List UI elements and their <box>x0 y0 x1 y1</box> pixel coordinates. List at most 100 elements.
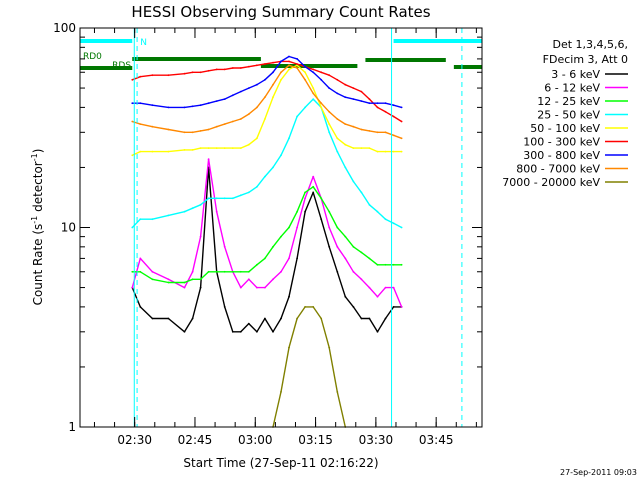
series-point <box>191 270 194 273</box>
series-point <box>400 263 403 266</box>
series-point <box>296 115 298 118</box>
series-point <box>247 191 250 194</box>
series-point <box>288 55 290 58</box>
series-point <box>288 68 290 71</box>
series-point <box>239 67 242 69</box>
legend-entry-label: 50 - 100 keV <box>530 122 600 135</box>
series-point <box>392 115 395 118</box>
series-point <box>239 147 242 150</box>
series-point <box>183 286 186 289</box>
series-point <box>328 123 331 125</box>
legend-header-1: Det 1,3,4,5,6, <box>552 38 628 51</box>
series-point <box>151 104 154 107</box>
series-point <box>376 295 379 298</box>
series-point <box>199 203 202 206</box>
series-point <box>272 245 274 248</box>
series-point <box>272 71 274 74</box>
series-point <box>376 150 379 153</box>
series-point <box>131 286 134 289</box>
series-point <box>352 306 355 308</box>
series-point <box>264 96 266 99</box>
x-tick-label: 02:30 <box>117 433 152 447</box>
series-point <box>207 69 210 72</box>
series-point <box>272 166 274 169</box>
series-point <box>183 149 186 151</box>
series-point <box>336 226 339 229</box>
series-point <box>199 286 202 289</box>
series-point <box>304 197 306 200</box>
series-point <box>288 64 290 67</box>
series-point <box>223 245 226 248</box>
series-point <box>328 245 331 248</box>
series-point <box>167 281 170 284</box>
series-point <box>215 197 218 200</box>
series-point <box>312 98 315 100</box>
series-point <box>400 137 403 140</box>
series-point <box>344 235 347 238</box>
series-point <box>392 286 395 289</box>
series-point <box>368 147 371 150</box>
flag-rd0-bar <box>365 58 446 62</box>
series-point <box>320 102 323 105</box>
series-point <box>352 245 355 248</box>
series-line <box>132 64 402 139</box>
series-point <box>312 68 315 71</box>
y-tick-label: 10 <box>61 221 76 235</box>
series-point <box>264 118 266 120</box>
series-point <box>368 286 371 289</box>
series-point <box>239 270 242 273</box>
series-point <box>139 75 142 78</box>
series-point <box>131 154 134 157</box>
series-point <box>167 106 170 109</box>
series-point <box>215 270 218 273</box>
series-point <box>199 130 202 132</box>
flag-rds-bar <box>453 65 482 69</box>
series-point <box>400 106 403 109</box>
plot-frame <box>79 27 483 428</box>
series-point <box>336 92 339 95</box>
series-point <box>167 317 170 320</box>
series-point <box>231 330 234 333</box>
legend-entry-label: 100 - 300 keV <box>523 136 600 149</box>
series-point <box>400 150 403 153</box>
series-point <box>256 185 258 188</box>
series-point <box>360 251 363 254</box>
series-point <box>288 346 290 349</box>
series-point <box>312 87 315 89</box>
series-point <box>199 147 202 150</box>
series-point <box>328 74 331 77</box>
series-point <box>131 78 134 81</box>
series-point <box>139 306 142 308</box>
series-point <box>384 263 387 266</box>
series-point <box>272 330 274 333</box>
series-point <box>400 226 403 229</box>
series-line <box>132 64 402 156</box>
series-point <box>247 65 250 68</box>
series-point <box>239 330 242 333</box>
series-point <box>360 147 363 150</box>
series-point <box>336 270 339 273</box>
series-point <box>256 263 258 266</box>
y-axis-label-close: ) <box>31 149 45 154</box>
x-tick-label: 03:45 <box>419 433 454 447</box>
series-point <box>304 106 306 109</box>
series-point <box>344 83 347 86</box>
series-point <box>167 278 170 281</box>
series-point <box>312 191 315 194</box>
series-point <box>320 317 323 320</box>
series-point <box>376 210 379 213</box>
series-point <box>264 63 266 65</box>
series-point <box>223 270 226 273</box>
series-point <box>352 98 355 100</box>
series-point <box>304 71 306 74</box>
series-point <box>296 63 298 65</box>
x-axis-ticks: 02:30 02:45 03:00 03:15 03:30 03:45 <box>93 28 477 447</box>
y-axis-label-exp-1: -1 <box>30 216 39 224</box>
series-point <box>344 123 347 125</box>
series-point <box>320 71 323 74</box>
series-point <box>272 96 274 99</box>
series-point <box>207 197 210 200</box>
series-point <box>288 137 290 140</box>
series-point <box>247 322 250 325</box>
series-point <box>223 68 226 71</box>
